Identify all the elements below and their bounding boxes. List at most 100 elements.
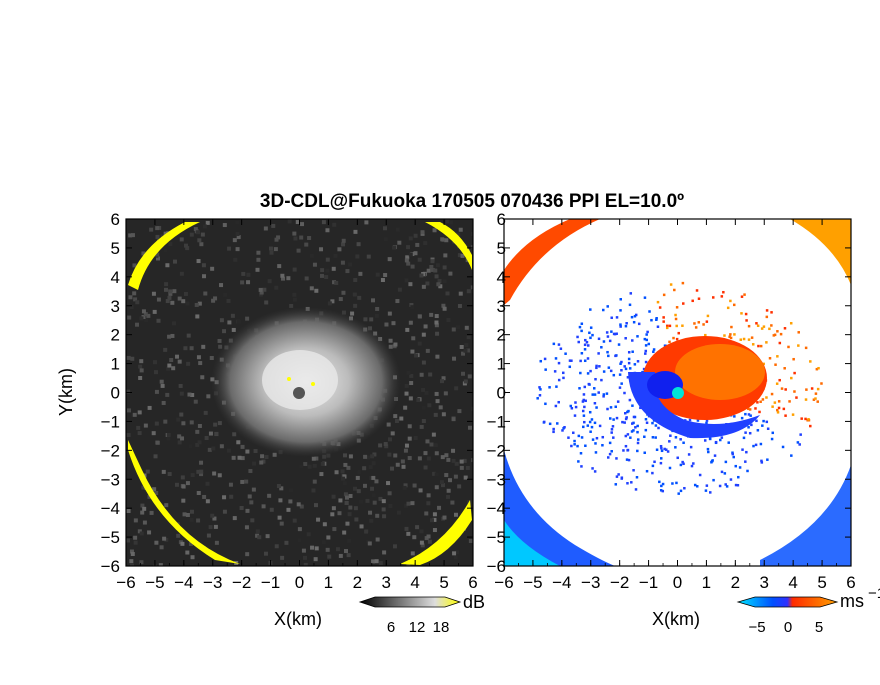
reflectivity-speckle-cell <box>353 303 358 308</box>
reflectivity-speckle-cell <box>454 461 459 466</box>
velocity-speckle-cell <box>645 421 649 425</box>
velocity-speckle-cell <box>602 308 605 312</box>
reflectivity-speckle-cell <box>366 254 371 259</box>
reflectivity-speckle-cell <box>138 375 143 380</box>
reflectivity-speckle-cell <box>197 440 202 445</box>
velocity-speckle-cell <box>577 434 581 438</box>
velocity-speckle-cell <box>783 367 786 370</box>
velocity-speckle-cell <box>573 443 576 446</box>
reflectivity-speckle-cell <box>222 509 227 514</box>
reflectivity-speckle-cell <box>199 472 204 477</box>
velocity-speckle-cell <box>553 370 557 373</box>
velocity-y-tick-label: 6 <box>497 210 506 229</box>
reflectivity-x-tick-label: 6 <box>468 573 477 592</box>
reflectivity-speckle-cell <box>171 366 176 371</box>
reflectivity-speckle-cell <box>445 291 450 296</box>
reflectivity-speckle-cell <box>208 431 213 436</box>
velocity-speckle-cell <box>646 330 649 334</box>
velocity-speckle-cell <box>632 421 635 425</box>
reflectivity-speckle-cell <box>289 303 294 308</box>
velocity-speckle-cell <box>589 430 592 433</box>
reflectivity-speckle-cell <box>342 481 347 486</box>
velocity-speckle-cell <box>626 482 629 485</box>
velocity-speckle-cell <box>623 421 626 424</box>
reflectivity-speckle-cell <box>344 495 349 500</box>
reflectivity-speckle-cell <box>139 368 144 373</box>
velocity-speckle-cell <box>583 385 587 389</box>
velocity-speckle-cell <box>725 485 729 488</box>
reflectivity-speckle-cell <box>443 253 448 258</box>
reflectivity-speckle-cell <box>395 462 400 467</box>
reflectivity-speckle-cell <box>386 422 391 427</box>
velocity-speckle-cell <box>695 289 699 292</box>
reflectivity-speckle-cell <box>126 389 131 394</box>
velocity-speckle-cell <box>631 350 634 353</box>
reflectivity-x-tick-label: −4 <box>174 573 193 592</box>
reflectivity-speckle-cell <box>459 465 464 470</box>
reflectivity-speckle-cell <box>325 547 330 552</box>
reflectivity-speckle-cell <box>170 333 175 338</box>
reflectivity-speckle-cell <box>352 292 357 297</box>
reflectivity-speckle-cell <box>303 462 308 467</box>
reflectivity-speckle-cell <box>419 529 424 534</box>
velocity-speckle-cell <box>544 368 547 371</box>
velocity-speckle-cell <box>745 319 748 322</box>
velocity-colorbar-tick-1: −5 <box>748 619 765 636</box>
velocity-speckle-cell <box>636 335 639 338</box>
velocity-speckle-cell <box>804 417 807 421</box>
velocity-speckle-cell <box>612 436 615 439</box>
velocity-speckle-cell <box>615 316 619 319</box>
reflectivity-speckle-cell <box>226 298 231 303</box>
velocity-speckle-cell <box>720 436 724 439</box>
reflectivity-speckle-cell <box>340 469 345 474</box>
reflectivity-speckle-cell <box>423 451 428 456</box>
reflectivity-speckle-cell <box>279 486 284 491</box>
reflectivity-speckle-cell <box>185 301 190 306</box>
velocity-colorbar-unit: ms <box>840 591 864 611</box>
velocity-speckle-cell <box>619 298 622 301</box>
reflectivity-speckle-cell <box>378 561 383 566</box>
velocity-speckle-cell <box>672 336 675 340</box>
velocity-x-tick-label: 4 <box>788 573 797 592</box>
reflectivity-speckle-cell <box>432 228 437 233</box>
reflectivity-colorbar-tick-2: 12 <box>409 619 426 636</box>
reflectivity-speckle-cell <box>427 539 432 544</box>
velocity-speckle-cell <box>644 360 648 364</box>
reflectivity-speckle-cell <box>280 273 285 278</box>
velocity-speckle-cell <box>554 357 558 360</box>
reflectivity-colorbar: dB 6 12 18 <box>358 592 485 636</box>
reflectivity-speckle-cell <box>205 499 210 504</box>
reflectivity-speckle-cell <box>401 464 406 469</box>
reflectivity-speckle-cell <box>159 545 164 550</box>
velocity-speckle-cell <box>800 417 803 420</box>
reflectivity-speckle-cell <box>140 510 145 515</box>
velocity-speckle-cell <box>636 449 639 453</box>
velocity-speckle-cell <box>698 473 702 477</box>
reflectivity-speckle-cell <box>130 233 135 238</box>
reflectivity-speckle-cell <box>271 223 276 228</box>
reflectivity-speckle-cell <box>327 301 332 306</box>
reflectivity-speckle-cell <box>410 349 415 354</box>
reflectivity-speckle-cell <box>340 476 345 481</box>
reflectivity-speckle-cell <box>434 451 439 456</box>
reflectivity-speckle-cell <box>434 274 439 279</box>
reflectivity-speckle-cell <box>311 456 316 461</box>
reflectivity-speckle-cell <box>441 303 446 308</box>
velocity-speckle-cell <box>591 333 594 337</box>
reflectivity-speckle-cell <box>288 488 293 493</box>
reflectivity-speckle-cell <box>468 539 473 544</box>
reflectivity-speckle-cell <box>130 356 135 361</box>
velocity-speckle-cell <box>569 404 573 408</box>
velocity-speckle-cell <box>692 462 695 465</box>
reflectivity-speckle-cell <box>332 222 337 227</box>
velocity-speckle-cell <box>612 418 615 421</box>
velocity-speckle-cell <box>705 419 709 422</box>
velocity-speckle-cell <box>776 411 780 414</box>
velocity-speckle-cell <box>816 400 819 403</box>
velocity-speckle-cell <box>620 382 623 385</box>
reflectivity-speckle-cell <box>375 306 380 311</box>
reflectivity-speckle-cell <box>404 258 409 263</box>
reflectivity-speckle-cell <box>442 515 447 520</box>
reflectivity-speckle-cell <box>347 538 352 543</box>
